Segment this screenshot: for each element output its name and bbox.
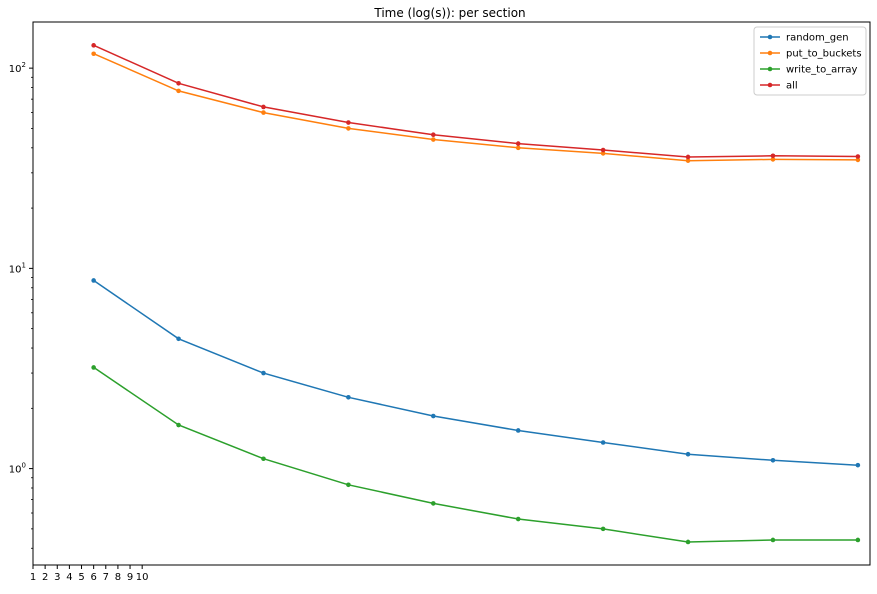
legend-label: all: [786, 81, 798, 92]
x-tick-label: 1: [30, 572, 36, 583]
legend-swatch-marker: [767, 82, 773, 88]
legend-item: random_gen: [760, 33, 849, 44]
legend: random_gen put_to_buckets write_to_arrayal…: [753, 26, 867, 96]
data-point: [431, 413, 436, 419]
legend-box: [753, 26, 867, 96]
data-point: [91, 43, 96, 48]
data-point: [685, 154, 691, 160]
data-point: [346, 126, 351, 131]
x-tick-label: 8: [115, 572, 121, 583]
series-all: [91, 43, 861, 160]
data-point: [515, 141, 521, 146]
data-point: [261, 110, 266, 115]
legend-item: put_to_buckets: [760, 49, 862, 60]
series-layer: [91, 43, 861, 545]
series-put-to-buckets: [91, 51, 861, 163]
data-point: [855, 157, 861, 163]
data-point: [600, 526, 606, 532]
data-point: [261, 456, 266, 462]
data-point: [91, 51, 96, 57]
data-point: [685, 451, 691, 457]
data-point: [261, 370, 266, 376]
data-point: [431, 132, 436, 138]
data-point: [346, 395, 351, 400]
data-point: [855, 537, 861, 543]
data-point: [346, 482, 351, 488]
data-point: [600, 147, 606, 153]
x-tick-label: 5: [78, 572, 84, 583]
data-point: [431, 137, 436, 142]
y-tick-label: 102: [9, 61, 26, 75]
data-point: [770, 458, 776, 463]
data-point: [346, 120, 351, 125]
series-line: [93, 44, 858, 158]
legend-item: all: [760, 81, 798, 92]
y-tick-label: 101: [9, 261, 26, 275]
data-point: [515, 428, 521, 433]
data-point: [770, 153, 776, 159]
data-point: [600, 440, 606, 445]
data-point: [600, 151, 606, 156]
legend-label: put_to_buckets: [786, 49, 862, 60]
data-point: [855, 462, 861, 468]
y-tick-label: 100: [9, 462, 26, 476]
data-point: [685, 158, 691, 163]
x-tick-label: 10: [136, 572, 149, 583]
x-tick-label: 2: [42, 572, 48, 583]
data-point: [770, 157, 776, 162]
legend-swatch-marker: [767, 50, 773, 56]
y-axis: 100 101 102: [9, 61, 33, 549]
x-tick-label: 3: [54, 572, 60, 583]
data-point: [515, 516, 521, 522]
series-line: [93, 53, 858, 162]
x-tick-label: 9: [127, 572, 133, 583]
legend-swatch-marker: [767, 66, 773, 72]
series-write-to-array: [91, 365, 861, 545]
data-point: [176, 81, 181, 86]
legend-item: write_to_array: [760, 65, 857, 76]
legend-swatch-marker: [767, 34, 773, 40]
data-point: [176, 88, 181, 94]
data-point: [91, 278, 96, 283]
data-point: [855, 154, 861, 159]
series-line: [93, 279, 858, 466]
data-point: [176, 422, 181, 428]
data-point: [685, 539, 691, 545]
data-point: [431, 501, 436, 506]
data-point: [770, 537, 776, 543]
data-point: [91, 365, 96, 370]
x-tick-label: 7: [103, 572, 109, 583]
legend-label: write_to_array: [786, 65, 857, 76]
x-axis: 1 2 3 4 5 6 7 8 9 10: [30, 565, 149, 583]
data-point: [515, 145, 521, 151]
data-point: [176, 336, 181, 342]
legend-label: random_gen: [786, 33, 849, 44]
series-random-gen: [91, 278, 861, 468]
x-tick-label: 4: [66, 572, 72, 583]
series-line: [93, 366, 858, 543]
x-tick-label: 6: [90, 572, 96, 583]
plot-area: [32, 21, 871, 566]
chart-title: Time (log(s)): per section: [373, 6, 525, 20]
data-point: [261, 104, 266, 110]
